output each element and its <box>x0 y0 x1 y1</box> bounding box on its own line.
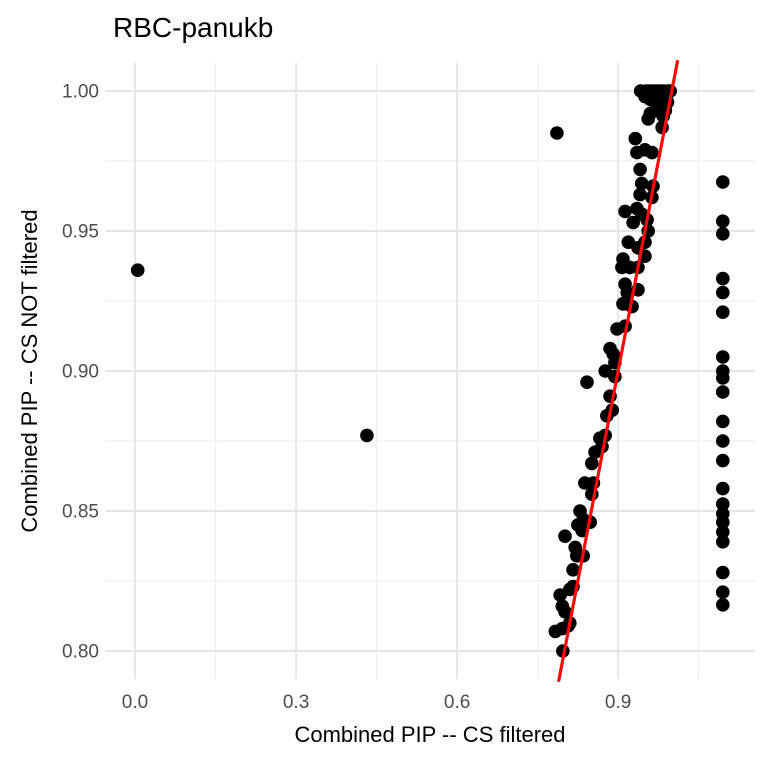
data-point <box>360 428 374 443</box>
x-tick-label: 0.6 <box>444 692 470 713</box>
data-point <box>715 350 730 364</box>
y-tick-label: 1.00 <box>62 82 99 103</box>
data-point <box>616 297 630 311</box>
x-axis-title: Combined PIP -- CS filtered <box>294 722 566 747</box>
data-point <box>573 504 587 518</box>
data-point <box>715 565 730 580</box>
data-point <box>715 497 730 511</box>
x-tick-label: 0.3 <box>283 692 309 713</box>
data-point <box>715 227 730 241</box>
y-tick-label: 0.85 <box>62 502 99 523</box>
data-point <box>715 585 730 599</box>
y-tick-label: 0.90 <box>62 362 99 383</box>
data-point <box>715 305 730 320</box>
data-point <box>715 285 730 300</box>
plot-title: RBC-panukb <box>113 12 274 43</box>
data-point <box>616 252 630 266</box>
data-point <box>715 214 730 228</box>
data-point <box>130 263 145 278</box>
y-tick-label: 0.95 <box>62 222 99 243</box>
data-point <box>568 540 582 555</box>
data-point <box>715 515 730 529</box>
y-tick-label: 0.80 <box>62 642 99 663</box>
data-point <box>580 375 594 390</box>
data-point <box>603 341 617 356</box>
data-point <box>715 481 730 496</box>
data-point <box>638 143 652 157</box>
data-point <box>630 201 644 216</box>
data-point <box>628 131 643 146</box>
data-point <box>715 598 730 612</box>
data-point <box>618 204 632 219</box>
data-point <box>715 175 730 189</box>
data-point <box>585 456 599 471</box>
data-point <box>715 525 730 539</box>
data-point <box>633 162 647 177</box>
data-point <box>715 385 730 399</box>
data-point <box>715 414 730 429</box>
data-point <box>715 453 730 468</box>
y-axis-title: Combined PIP -- CS NOT filtered <box>17 209 42 533</box>
data-point <box>715 434 730 448</box>
data-point <box>715 271 730 286</box>
data-point <box>598 364 613 378</box>
identity-line <box>556 59 680 683</box>
data-point <box>618 277 632 292</box>
x-tick-label: 0.9 <box>605 692 631 713</box>
data-point <box>621 235 636 249</box>
x-tick-label: 0.0 <box>122 692 148 713</box>
data-point <box>550 126 564 140</box>
data-point <box>715 535 730 549</box>
data-point <box>558 529 572 543</box>
data-point <box>555 599 570 613</box>
data-point <box>634 176 649 191</box>
data-point <box>566 563 580 577</box>
data-point <box>633 187 647 202</box>
data-point <box>626 215 640 230</box>
data-point <box>715 371 730 385</box>
